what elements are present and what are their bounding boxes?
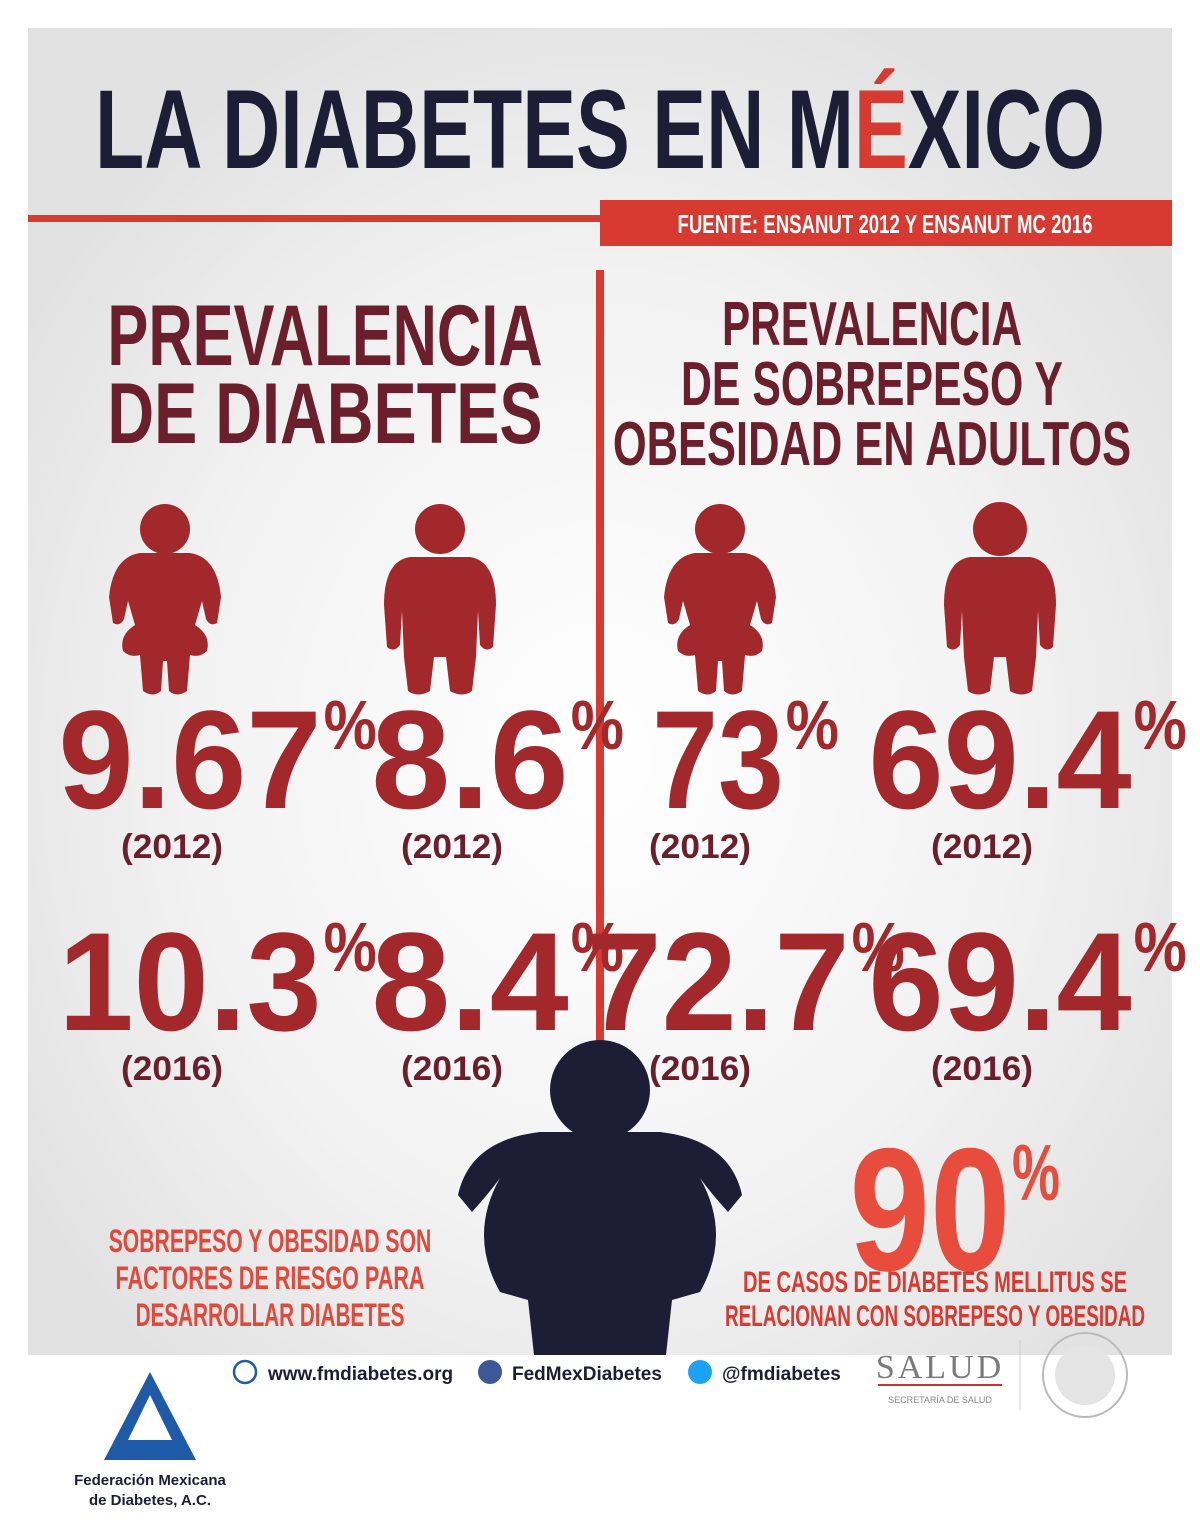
source: FUENTE: ENSANUT 2012 Y ENSANUT MC 2016 [678, 209, 1093, 239]
stat-year: (2012) [649, 828, 751, 866]
person-head [695, 504, 745, 554]
stat-value: 72.7 [586, 903, 849, 1060]
facebook-icon [478, 1360, 502, 1384]
person-head [415, 504, 465, 554]
twitter-link[interactable]: @fmdiabetes [722, 1364, 841, 1385]
stat-value: 69.4 [868, 681, 1131, 838]
stat-year: (2012) [401, 828, 503, 866]
person-icon [944, 502, 1056, 695]
stat-value: 8.4 [371, 903, 569, 1060]
agency: SALUD [876, 1349, 1004, 1386]
stat-year: (2016) [401, 1050, 503, 1088]
overweight-heading: OBESIDAD EN ADULTOS [613, 410, 1131, 479]
person-icon [109, 504, 221, 695]
stat-value: 9.67 [58, 681, 321, 838]
highlight-text: RELACIONAN CON SOBREPESO Y OBESIDAD [725, 1300, 1145, 1333]
stat-unit: % [324, 908, 377, 986]
stat-unit: % [571, 686, 624, 764]
divider [596, 270, 604, 1045]
stat-unit: % [1134, 686, 1187, 764]
agency-subtitle: SECRETARÍA DE SALUD [888, 1395, 992, 1405]
person-head [973, 502, 1027, 556]
globe-icon [232, 1359, 258, 1385]
logo-inner [128, 1395, 172, 1440]
big-figure-head [550, 1040, 650, 1140]
big-figure-body [458, 1132, 742, 1355]
person-body [664, 553, 776, 695]
stat-year: (2016) [649, 1050, 751, 1088]
person-body [944, 557, 1056, 695]
stat-unit: % [324, 686, 377, 764]
risk-note: DESARROLLAR DIABETES [136, 1297, 405, 1333]
highlight-value: 90 [850, 1113, 1011, 1308]
twitter-icon [688, 1360, 712, 1384]
person-icon [384, 504, 496, 695]
stat-year: (2012) [121, 828, 223, 866]
seal-inner [1055, 1345, 1115, 1405]
stat-year: (2012) [931, 828, 1033, 866]
stat-unit: % [786, 686, 839, 764]
overweight-heading: DE SOBREPESO Y [681, 350, 1063, 419]
stat-year: (2016) [931, 1050, 1033, 1088]
stat-value: 69.4 [868, 903, 1131, 1060]
highlight-text: DE CASOS DE DIABETES MELLITUS SE [743, 1266, 1127, 1299]
person-body [384, 557, 496, 695]
overweight-heading: PREVALENCIA [722, 290, 1022, 359]
stat-unit: % [1134, 908, 1187, 986]
person-head [140, 504, 190, 554]
stat-value: 73 [652, 681, 784, 838]
title-part: XICO [908, 67, 1105, 192]
stat-unit: % [852, 908, 905, 986]
stat-value: 8.6 [371, 681, 568, 838]
seal [1042, 1332, 1128, 1418]
risk-note: FACTORES DE RIESGO PARA [115, 1260, 424, 1296]
diabetes-heading: PREVALENCIA [107, 288, 542, 384]
highlight-unit: % [1012, 1128, 1060, 1217]
source-box [600, 200, 1172, 246]
stat-unit: % [571, 908, 624, 986]
person-body [109, 553, 221, 695]
title-part: É [854, 67, 908, 192]
stat-value: 10.3 [58, 903, 321, 1060]
website-link[interactable]: www.fmdiabetes.org [267, 1364, 453, 1385]
org-name: de Diabetes, A.C. [89, 1492, 211, 1509]
risk-note: SOBREPESO Y OBESIDAD SON [109, 1223, 432, 1259]
rule [28, 215, 600, 222]
diabetes-heading: DE DIABETES [107, 366, 542, 462]
org-name: Federación Mexicana [74, 1472, 226, 1489]
title: LA DIABETES EN MÉXICO [95, 67, 1105, 192]
title-part: LA DIABETES EN M [95, 67, 854, 192]
facebook-link[interactable]: FedMexDiabetes [512, 1364, 662, 1385]
person-icon [664, 504, 776, 695]
stat-year: (2016) [121, 1050, 223, 1088]
